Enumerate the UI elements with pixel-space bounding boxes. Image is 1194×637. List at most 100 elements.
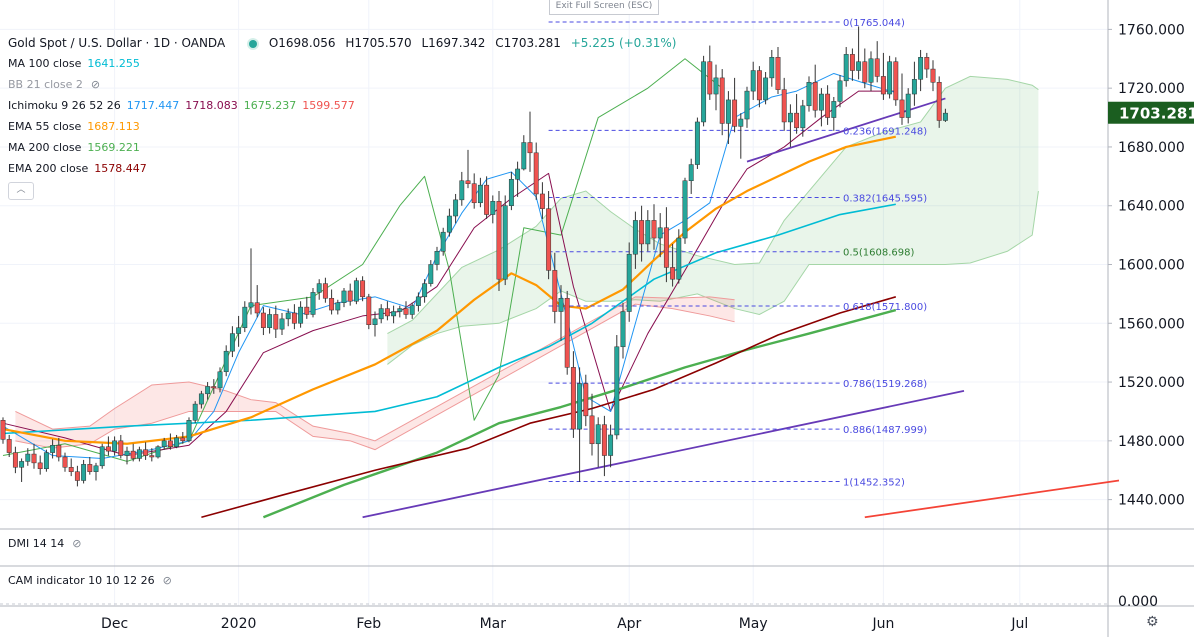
candle bbox=[508, 171, 514, 211]
cloud-bullish-edge bbox=[387, 75, 1039, 335]
cam-pane-label[interactable]: CAM indicator 10 10 12 26 ⊘ bbox=[8, 574, 172, 587]
candle-body bbox=[744, 90, 750, 120]
candle-body bbox=[936, 82, 942, 121]
y-tick-label: 1760.000 bbox=[1118, 22, 1185, 38]
exit-fullscreen-button[interactable]: Exit Full Screen (ESC) bbox=[549, 0, 659, 15]
candle bbox=[93, 462, 99, 481]
candle bbox=[887, 55, 893, 99]
ma-line bbox=[201, 296, 897, 519]
candle bbox=[905, 88, 911, 124]
candle bbox=[229, 326, 235, 358]
candle bbox=[391, 305, 397, 324]
candle bbox=[763, 72, 769, 105]
collapse-legend-button[interactable]: ︿ bbox=[8, 182, 34, 200]
candle-body bbox=[589, 415, 595, 445]
candle-body bbox=[99, 446, 105, 467]
indicator-legend-row[interactable]: EMA 55 close 1687.113 bbox=[8, 120, 140, 134]
candle-body bbox=[248, 302, 254, 308]
close-value: C1703.281 bbox=[495, 36, 561, 50]
candle-body bbox=[831, 101, 837, 118]
candle bbox=[347, 283, 353, 306]
indicator-legend-row[interactable]: BB 21 close 2 ⊘ bbox=[8, 78, 100, 92]
candle-body bbox=[577, 383, 583, 430]
candle-body bbox=[769, 57, 775, 79]
candle-body bbox=[825, 93, 831, 118]
fib-level-label: 0.382(1645.595) bbox=[843, 194, 927, 205]
candle-body bbox=[843, 54, 849, 82]
candle bbox=[608, 424, 614, 468]
candle-body bbox=[787, 112, 793, 123]
candle bbox=[639, 205, 645, 262]
indicator-legend-row[interactable]: EMA 200 close 1578.447 bbox=[8, 162, 147, 176]
candle-body bbox=[149, 455, 155, 458]
change-value: +5.225 (+0.31%) bbox=[570, 36, 677, 50]
candle-body bbox=[87, 464, 93, 472]
candle bbox=[725, 91, 731, 145]
candle-body bbox=[905, 93, 911, 118]
candle bbox=[316, 279, 322, 300]
eye-hidden-icon[interactable]: ⊘ bbox=[162, 574, 172, 587]
candle bbox=[254, 285, 260, 318]
candle bbox=[167, 433, 173, 450]
candle bbox=[31, 443, 37, 469]
candle bbox=[806, 76, 812, 112]
ma-line bbox=[2, 135, 897, 445]
candle-body bbox=[279, 318, 285, 330]
indicator-legend-row[interactable]: MA 100 close 1641.255 bbox=[8, 57, 140, 71]
dmi-pane-label[interactable]: DMI 14 14 ⊘ bbox=[8, 537, 82, 550]
indicator-value: 1641.255 bbox=[87, 57, 140, 70]
candle bbox=[453, 193, 459, 224]
candle bbox=[81, 459, 87, 484]
y-tick-label: 1720.000 bbox=[1118, 81, 1185, 97]
candle-body bbox=[130, 450, 136, 459]
candle-body bbox=[918, 57, 924, 80]
trendlines bbox=[362, 97, 1120, 519]
candle bbox=[434, 246, 440, 271]
candle-body bbox=[856, 61, 862, 71]
gear-icon[interactable]: ⚙ bbox=[1146, 614, 1159, 630]
candle-body bbox=[397, 308, 403, 312]
candle-body bbox=[143, 449, 149, 456]
candle bbox=[378, 304, 384, 324]
candle bbox=[248, 248, 254, 315]
candle-body bbox=[651, 220, 657, 239]
candle-body bbox=[174, 437, 180, 447]
candle-body bbox=[806, 82, 812, 107]
candle-body bbox=[155, 446, 161, 458]
candle bbox=[589, 393, 595, 456]
symbol-title[interactable]: Gold Spot / U.S. Dollar · 1D · OANDA bbox=[8, 36, 226, 50]
candle bbox=[825, 85, 831, 125]
eye-hidden-icon[interactable]: ⊘ bbox=[72, 537, 82, 550]
candle-body bbox=[570, 367, 576, 430]
candle bbox=[874, 41, 880, 83]
candle bbox=[143, 442, 149, 460]
candle-body bbox=[440, 231, 446, 252]
candle-body bbox=[601, 424, 607, 456]
candle bbox=[893, 57, 899, 106]
candle-body bbox=[260, 312, 266, 328]
eye-hidden-icon[interactable]: ⊘ bbox=[90, 78, 101, 91]
candle bbox=[533, 142, 539, 200]
candle bbox=[818, 88, 824, 127]
candle bbox=[539, 182, 545, 219]
candle-body bbox=[583, 383, 589, 417]
y-tick-label: 1560.000 bbox=[1118, 316, 1185, 332]
candle bbox=[812, 64, 818, 118]
candle-body bbox=[81, 464, 87, 481]
candle-body bbox=[124, 450, 130, 456]
candle bbox=[12, 446, 18, 474]
indicator-legend-row[interactable]: MA 200 close 1569.221 bbox=[8, 141, 140, 155]
candle-body bbox=[372, 318, 378, 325]
candle-body bbox=[564, 298, 570, 368]
price-axis[interactable]: 1440.000 1480.000 1520.000 1560.000 1600.000… bbox=[1108, 22, 1194, 610]
candle-body bbox=[942, 112, 948, 121]
candle bbox=[465, 149, 471, 189]
candle bbox=[446, 208, 452, 237]
fib-level-label: 0.618(1571.800) bbox=[843, 302, 927, 313]
indicator-legend-row[interactable]: Ichimoku 9 26 52 26 1717.447 1718.083 1675.… bbox=[8, 99, 355, 113]
candle-body bbox=[136, 449, 142, 459]
time-axis[interactable]: Dec 2020 Feb Mar Apr May Jun Jul bbox=[101, 616, 1028, 632]
candlesticks bbox=[0, 26, 948, 487]
candle-body bbox=[12, 452, 18, 468]
